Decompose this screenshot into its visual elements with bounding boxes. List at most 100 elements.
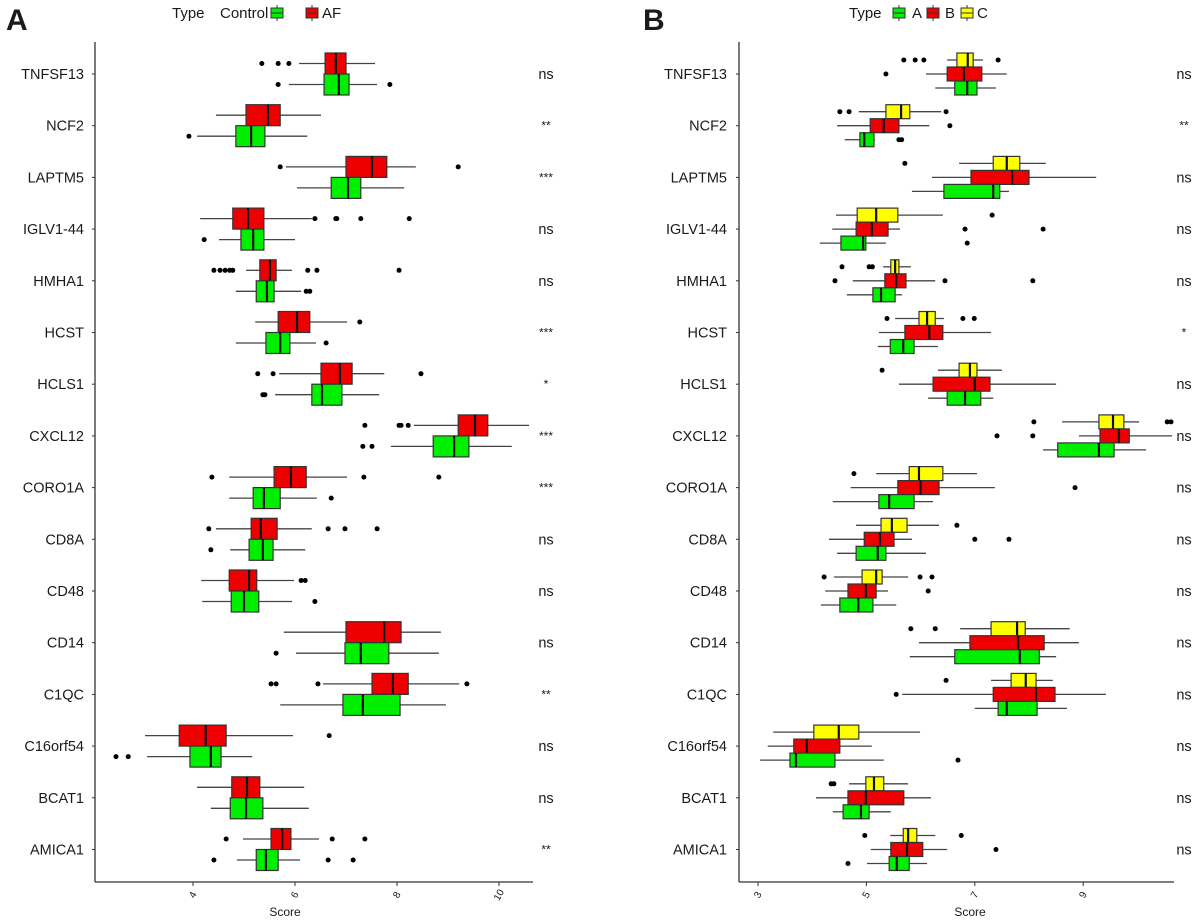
- box-iqr: [880, 517, 908, 533]
- panel-b-series-c: [773, 52, 1174, 844]
- panel-b-box-c-cd48: [821, 569, 935, 585]
- panel-a-box-af-c1qc: [268, 672, 470, 696]
- outlier-point: [1168, 419, 1174, 425]
- panel-a-box-control-c16orf54: [113, 745, 253, 768]
- panel-b-y-tick-label-ncf2: NCF2: [689, 119, 727, 135]
- panel-a-box-af-c16orf54: [145, 724, 332, 747]
- outlier-point: [273, 650, 279, 656]
- outlier-point: [839, 264, 845, 270]
- box-iqr: [248, 538, 274, 561]
- panel-b-box-a-hcls1: [928, 390, 994, 406]
- box-iqr: [954, 649, 1040, 665]
- box-iqr: [897, 480, 940, 496]
- panel-a-y-tick-label-ncf2: NCF2: [46, 119, 84, 135]
- outlier-point: [369, 443, 375, 449]
- box-iqr: [231, 776, 261, 799]
- outlier-point: [1030, 433, 1036, 439]
- panel-b-box-c-bcat1: [828, 776, 909, 792]
- outlier-point: [846, 109, 852, 115]
- panel-b-series-a: [760, 80, 1147, 872]
- outlier-point: [277, 164, 283, 170]
- outlier-point: [1040, 226, 1046, 232]
- panel-b-box-c-cxcl12: [1031, 414, 1174, 430]
- box-iqr: [970, 169, 1030, 185]
- outlier-point: [964, 240, 970, 246]
- outlier-point: [1072, 485, 1078, 491]
- panel-a-box-af-amica1: [223, 827, 368, 851]
- panel-a-box-af-hcls1: [255, 362, 424, 385]
- panel-b-y-tick-label-hcst: HCST: [688, 326, 728, 342]
- box-iqr: [311, 383, 343, 406]
- box-iqr: [885, 104, 911, 120]
- outlier-point: [208, 547, 214, 553]
- outlier-point: [312, 216, 318, 222]
- box-iqr: [842, 804, 870, 820]
- legend-key-b: [926, 5, 940, 21]
- outlier-point: [360, 443, 366, 449]
- panel-a-y-tick-label-cd48: CD48: [47, 584, 84, 600]
- panel-a-significance-cd14: ns: [538, 636, 553, 652]
- box-iqr: [904, 324, 944, 341]
- panel-a-box-control-coro1a: [229, 487, 334, 510]
- panel-b-box-b-tnfsf13: [883, 66, 1007, 82]
- panel-a-y-tick-label-cd14: CD14: [47, 636, 84, 652]
- panel-b-box-a-tnfsf13: [935, 80, 996, 96]
- panel-a-y-tick-label-c16orf54: C16orf54: [24, 739, 84, 755]
- panel-b-significance-cd8a: ns: [1176, 532, 1191, 548]
- outlier-point: [418, 371, 424, 377]
- panel-a-significance-hcst: ***: [539, 326, 553, 340]
- panel-a-y-tick-label-laptm5: LAPTM5: [28, 170, 84, 186]
- panel-a-y-tick-label-hcls1: HCLS1: [37, 377, 84, 393]
- panel-b-box-a-amica1: [845, 855, 928, 872]
- panel-a-significance-laptm5: ***: [539, 170, 553, 184]
- panel-a-y-tick-label-amica1: AMICA1: [30, 843, 84, 859]
- outlier-point: [955, 757, 961, 763]
- outlier-point: [902, 160, 908, 166]
- outlier-point: [925, 588, 931, 594]
- panel-b-box-c-ncf2: [837, 104, 949, 120]
- panel-a-box-control-laptm5: [297, 176, 405, 199]
- panel-a-significance-amica1: **: [541, 843, 551, 857]
- outlier-point: [314, 267, 320, 273]
- panel-b-box-b-laptm5: [931, 169, 1097, 185]
- panel-b-plot: 3 5 7 9 TNFSF13 ns NCF2 ** LAPTM5 ns IGLV1-44 ns HMH…: [664, 42, 1192, 900]
- box-iqr: [859, 132, 875, 148]
- panel-a-y-tick-label-iglv1-44: IGLV1-44: [23, 222, 84, 238]
- outlier-point: [362, 422, 368, 428]
- panel-a-significance-bcat1: ns: [538, 791, 553, 807]
- panel-b-box-a-iglv1-44: [819, 235, 970, 251]
- outlier-point: [387, 82, 393, 87]
- box-iqr: [342, 693, 401, 717]
- box-iqr: [793, 738, 841, 754]
- panel-a-box-af-coro1a: [209, 466, 442, 489]
- box-iqr: [943, 183, 1001, 199]
- outlier-point: [436, 474, 442, 480]
- outlier-point: [943, 677, 949, 683]
- box-iqr: [855, 545, 887, 561]
- outlier-point: [932, 626, 938, 632]
- box-iqr: [839, 597, 874, 613]
- panel-a-legend: Type Control AF: [172, 5, 341, 22]
- panel-b-legend-label-b: B: [945, 5, 955, 22]
- panel-b-box-b-cd14: [918, 635, 1079, 651]
- panel-b-significance-cxcl12: ns: [1176, 429, 1191, 445]
- panel-b-box-b-c16orf54: [767, 738, 872, 754]
- panel-b-y-tick-label-bcat1: BCAT1: [681, 791, 727, 807]
- panel-b-series-b: [767, 66, 1173, 858]
- outlier-point: [286, 61, 292, 66]
- panel-a-box-control-tnfsf13: [275, 73, 393, 96]
- legend-key-af: [305, 5, 319, 21]
- panel-a-y-tick-label-c1qc: C1QC: [44, 687, 84, 703]
- panel-a-significance-cd8a: ns: [538, 532, 553, 548]
- box-iqr: [320, 362, 353, 385]
- outlier-point: [325, 857, 331, 863]
- panel-b-box-c-cd8a: [856, 517, 960, 533]
- outlier-point: [329, 836, 335, 842]
- panel-a-box-af-tnfsf13: [259, 52, 376, 75]
- outlier-point: [211, 857, 217, 863]
- box-iqr: [958, 362, 978, 378]
- outlier-point: [323, 340, 329, 346]
- panel-a-x-tick-label: 6: [289, 890, 302, 901]
